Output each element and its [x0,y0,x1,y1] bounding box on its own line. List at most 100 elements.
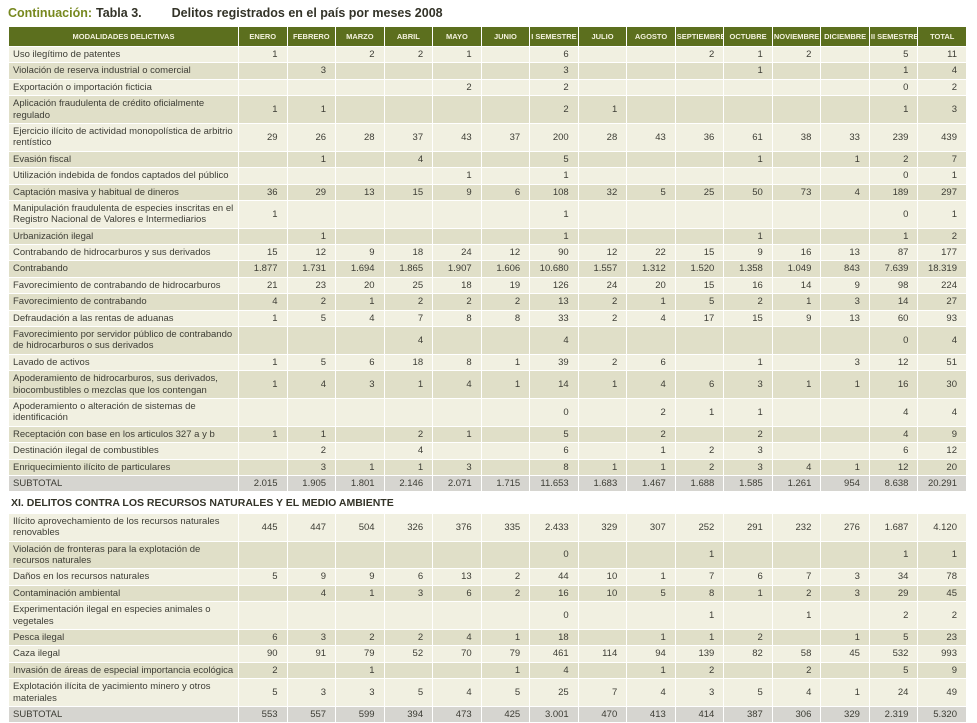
cell-value: 0 [529,601,579,631]
cell-value: 2 [917,227,967,246]
cell-value: 6 [723,568,773,586]
cell-value: 8.638 [868,474,919,493]
cell-value: 1 [238,309,288,328]
cell-value: 1 [238,370,288,399]
cell-value [577,45,628,64]
cell-value [626,78,676,97]
row-label: Urbanización ilegal [8,227,239,246]
cell-value: 1 [626,629,676,647]
cell-value: 1 [286,425,337,444]
cell-value: 470 [577,705,628,723]
cell-value: 1.606 [480,260,531,278]
cell-value [480,442,531,460]
row-label: Aplicación fraudulenta de crédito oficia… [8,95,239,124]
table-row: Contaminación ambiental 4 1 3 6 2 16 10 5 8 1 2 3 29 4… [8,584,967,603]
row-label: Uso ilegítimo de patentes [8,45,239,64]
cell-value: 8 [432,309,482,328]
column-header-marzo: MARZO [335,26,385,47]
cell-value: 5 [480,678,531,707]
cell-value [480,601,531,631]
cell-value [771,629,822,647]
cell-value: 2 [529,78,579,97]
row-label: SUBTOTAL [8,705,239,723]
cell-value: 29 [286,183,337,201]
cell-value: 1.905 [286,474,337,493]
cell-value: 9 [917,425,967,444]
cell-value: 1 [238,425,288,444]
cell-value: 1.557 [577,260,628,278]
cell-value: 1 [480,353,531,372]
cell-value: 3 [335,370,385,399]
cell-value: 60 [868,309,919,328]
cell-value [771,95,822,124]
table-row: Favorecimiento por servidor público de c… [8,326,967,355]
cell-value: 4 [626,370,676,399]
cell-value: 376 [432,512,482,542]
cell-value: 36 [674,122,725,152]
cell-value: 9 [723,244,773,262]
cell-value: 9 [432,183,482,201]
cell-value: 70 [432,645,482,663]
cell-value: 329 [577,512,628,542]
cell-value: 7 [674,568,725,586]
cell-value: 1 [577,370,628,399]
cell-value: 2.146 [383,474,434,493]
cell-value: 4 [917,62,967,80]
cell-value: 1 [383,370,434,399]
cell-value: 461 [529,645,579,663]
row-label: Exportación o importación ficticia [8,78,239,97]
cell-value: 90 [529,244,579,262]
cell-value [577,540,628,570]
table-row: Ilícito aprovechamiento de los recursos … [8,512,967,542]
cell-value [238,397,288,427]
cell-value [820,167,870,185]
cell-value: 23 [917,629,967,647]
row-label: Favorecimiento de contrabando [8,293,239,311]
cell-value: 7 [383,309,434,328]
cell-value: 1.467 [626,474,676,493]
cell-value: 2 [723,425,773,444]
cell-value [383,78,434,97]
cell-value: 0 [868,199,919,229]
cell-value: 90 [238,645,288,663]
cell-value: 2 [723,293,773,311]
cell-value: 1 [917,540,967,570]
cell-value: 5 [238,678,288,707]
cell-value [626,326,676,355]
column-header-septiembre: SEPTIEMBRE [674,26,725,47]
cell-value: 1.312 [626,260,676,278]
page-title-line: Continuación: Tabla 3. Delitos registrados… [8,4,967,26]
cell-value: 2 [917,601,967,631]
cell-value: 2 [238,661,288,680]
cell-value: 1 [626,458,676,476]
cell-value: 14 [529,370,579,399]
cell-value [577,150,628,169]
cell-value [674,353,725,372]
cell-value: 0 [868,167,919,185]
cell-value [383,62,434,80]
cell-value: 5 [868,661,919,680]
cell-value: 3 [820,568,870,586]
row-label: Destinación ilegal de combustibles [8,442,239,460]
cell-value: 21 [238,276,288,295]
cell-value: 16 [868,370,919,399]
cell-value: 504 [335,512,385,542]
cell-value: 2 [383,45,434,64]
cell-value [480,62,531,80]
cell-value: 2 [771,45,822,64]
cell-value [577,326,628,355]
cell-value: 0 [868,326,919,355]
cell-value: 326 [383,512,434,542]
cell-value: 2 [723,629,773,647]
cell-value [383,199,434,229]
row-label: Defraudación a las rentas de aduanas [8,309,239,328]
cell-value: 13 [820,309,870,328]
cell-value: 2 [577,293,628,311]
cell-value: 18 [383,353,434,372]
cell-value: 5 [868,629,919,647]
cell-value: 3 [383,584,434,603]
cell-value [577,397,628,427]
cell-value [383,167,434,185]
cell-value: 1 [238,95,288,124]
cell-value: 329 [820,705,870,723]
